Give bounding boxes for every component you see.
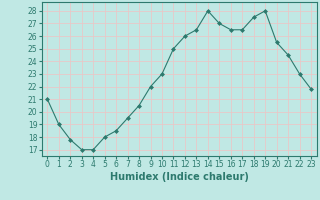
X-axis label: Humidex (Indice chaleur): Humidex (Indice chaleur): [110, 172, 249, 182]
